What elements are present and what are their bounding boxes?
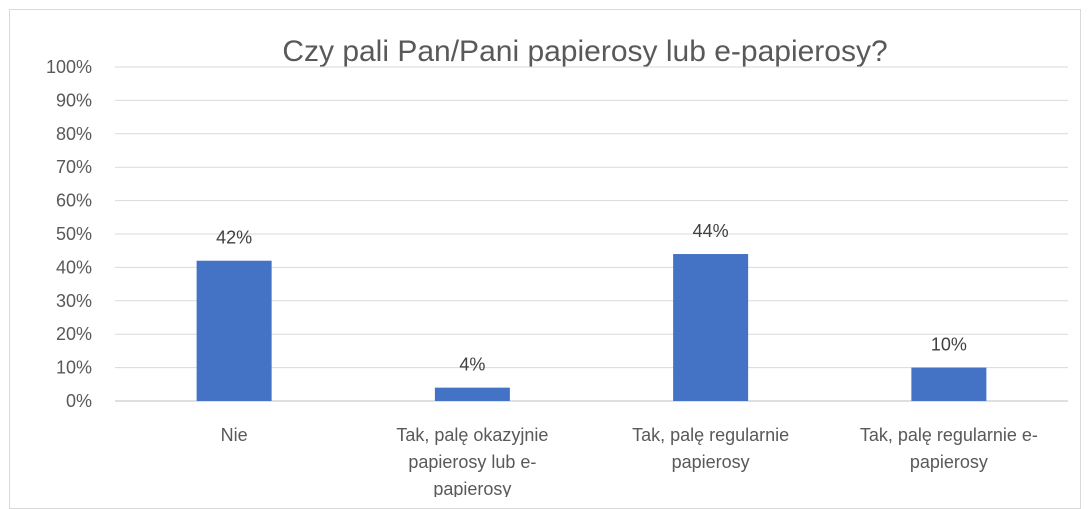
- category-label: Tak, palę regularnie papierosy: [632, 425, 789, 472]
- y-tick-label: 50%: [56, 224, 92, 244]
- chart-frame: [9, 9, 1081, 509]
- category-label-line: Tak, palę regularnie e-: [860, 425, 1038, 445]
- y-tick-label: 60%: [56, 191, 92, 211]
- category-label: Tak, palę okazyjnie papierosy lub e-papie…: [396, 425, 548, 497]
- category-label: Tak, palę regularnie e-papierosy: [860, 425, 1038, 472]
- data-label: 10%: [931, 335, 967, 355]
- y-tick-label: 70%: [56, 157, 92, 177]
- y-axis-ticks: 0% 10% 20% 30% 40% 50% 60% 70% 80% 90% 100%: [46, 57, 92, 411]
- y-tick-label: 30%: [56, 291, 92, 311]
- data-label: 42%: [216, 228, 252, 248]
- x-axis-categories: Nie Tak, palę okazyjnie papierosy lub e-pa…: [221, 425, 1038, 497]
- y-tick-label: 100%: [46, 57, 92, 77]
- category-label-line: papierosy lub e-: [408, 452, 536, 472]
- bar: [673, 254, 749, 401]
- bar: [434, 387, 510, 401]
- category-label-line: papierosy: [672, 452, 750, 472]
- y-tick-label: 40%: [56, 257, 92, 277]
- gridlines: [115, 66, 1068, 402]
- category-label-line: papierosy: [910, 452, 988, 472]
- y-tick-label: 0%: [66, 391, 92, 411]
- y-tick-label: 80%: [56, 124, 92, 144]
- bars: [196, 254, 987, 401]
- y-tick-label: 90%: [56, 90, 92, 110]
- bar: [196, 260, 272, 401]
- category-label-line: papierosy: [433, 479, 511, 497]
- bar-chart: Czy pali Pan/Pani papierosy lub e-papier…: [46, 35, 1068, 497]
- category-label: Nie: [221, 425, 248, 445]
- data-label: 4%: [459, 355, 485, 375]
- category-label-line: Tak, palę regularnie: [632, 425, 789, 445]
- chart-title: Czy pali Pan/Pani papierosy lub e-papier…: [282, 35, 887, 68]
- y-tick-label: 10%: [56, 358, 92, 378]
- data-label: 44%: [693, 221, 729, 241]
- category-label-line: Nie: [221, 425, 248, 445]
- bar: [911, 367, 987, 401]
- y-tick-label: 20%: [56, 324, 92, 344]
- category-label-line: Tak, palę okazyjnie: [396, 425, 548, 445]
- data-labels: 42% 4% 44% 10%: [216, 221, 967, 375]
